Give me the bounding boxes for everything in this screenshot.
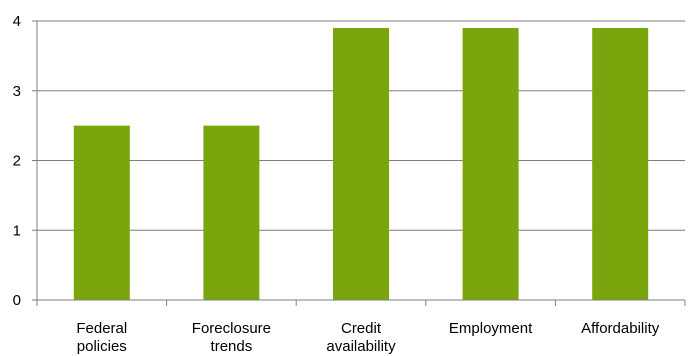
x-category-label: Foreclosure trends <box>192 320 271 355</box>
bars <box>73 27 649 300</box>
x-category-label-line: Foreclosure <box>192 320 271 337</box>
x-category-label-line: policies <box>77 338 127 355</box>
x-category-label-line: Federal <box>76 320 127 337</box>
y-tick-label: 1 <box>13 222 21 239</box>
x-category-label-line: Affordability <box>581 320 660 337</box>
x-category-label-line: trends <box>211 338 253 355</box>
bar-1 <box>73 125 130 300</box>
bar-2 <box>203 125 260 300</box>
y-tick-label: 0 <box>13 292 21 309</box>
y-tick-label: 2 <box>13 153 21 170</box>
x-category-label: Credit availability <box>326 320 396 355</box>
x-category-label: Employment <box>449 320 533 337</box>
y-tick-label: 4 <box>13 13 21 30</box>
bar-3 <box>333 27 389 300</box>
axes <box>32 20 686 306</box>
y-tick-labels: 0 1 2 3 4 <box>13 13 21 309</box>
y-tick-label: 3 <box>13 83 21 100</box>
x-category-label-line: availability <box>326 338 396 355</box>
x-category-label: Federal policies <box>76 320 127 355</box>
x-category-labels: Federal policies Foreclosure trends Credit av… <box>76 320 659 355</box>
x-category-label-line: Credit <box>341 320 382 337</box>
x-category-label: Affordability <box>581 320 660 337</box>
x-category-label-line: Employment <box>449 320 533 337</box>
bar-4 <box>462 27 519 300</box>
bar-5 <box>592 27 649 300</box>
